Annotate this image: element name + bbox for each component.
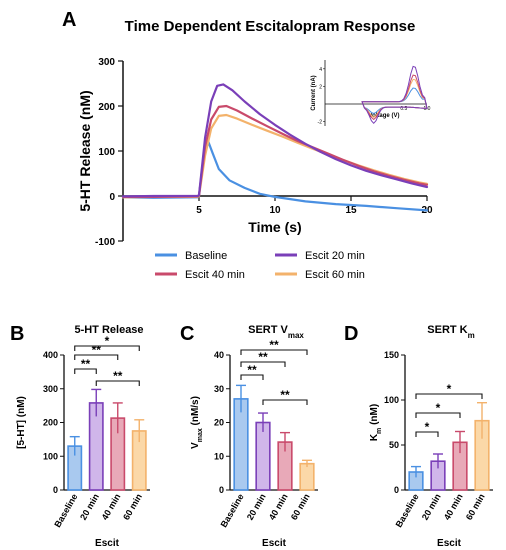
y-tick-label: 50: [389, 440, 399, 450]
bar: [255, 421, 271, 491]
km-bar-chart: SERT Km 0 50 100 150 Km (nM) Baseline 20 min 40 …: [369, 324, 493, 549]
inset-x-tick-label: 0.5: [400, 106, 407, 112]
x-tick-label: 10: [269, 205, 281, 216]
y-tick-label: 300: [43, 384, 58, 394]
significance-bracket: [95, 380, 140, 386]
inset-y-tick-label: -2: [318, 120, 323, 126]
y-tick-label: 0: [53, 485, 58, 495]
category-label: Baseline: [52, 492, 79, 529]
significance-bracket: [415, 412, 461, 418]
panel-label-a: A: [62, 9, 76, 31]
bar-chart-title: SERT Km: [427, 324, 474, 340]
legend-label: Escit 40 min: [185, 269, 245, 281]
category-label: 60 min: [464, 492, 487, 522]
series-line: [121, 113, 429, 199]
significance-bracket: [74, 345, 140, 351]
x-tick-label: 5: [196, 205, 202, 216]
category-label: 40 min: [100, 492, 123, 522]
significance-label: *: [425, 420, 430, 434]
significance-label: **: [113, 369, 123, 383]
bar-chart-title: 5-HT Release: [74, 324, 143, 336]
bar: [233, 398, 249, 491]
y-tick-label: 100: [43, 451, 58, 461]
y-tick-label: -100: [95, 237, 115, 248]
chart-a-series: [121, 83, 429, 212]
chart-a-xlabel: Time (s): [248, 219, 301, 235]
y-tick-label: 20: [214, 418, 224, 428]
y-tick-label: 40: [214, 350, 224, 360]
category-label: 20 min: [420, 492, 443, 522]
category-label: 60 min: [289, 492, 312, 522]
y-tick-label: 0: [394, 485, 399, 495]
bar: [299, 462, 315, 491]
y-tick-label: 10: [214, 451, 224, 461]
y-tick-label: 0: [109, 192, 115, 203]
y-tick-label: 300: [98, 57, 115, 68]
category-label: Baseline: [394, 492, 421, 529]
significance-bracket: [74, 354, 119, 360]
panel-label-c: C: [180, 323, 194, 345]
release-bar-chart: 5-HT Release 0 100 200 300 400 [5-HT] (nM) Base…: [16, 324, 150, 549]
y-tick-label: 100: [384, 395, 399, 405]
category-label: 40 min: [267, 492, 290, 522]
significance-bracket: [262, 399, 308, 405]
bar-chart-ylabel: Vmax (nM/s): [190, 396, 204, 449]
inset-cv-loop: [361, 78, 428, 119]
time-course-chart: Time Dependent Escitalopram Response -10…: [77, 18, 433, 281]
category-label: 20 min: [245, 492, 268, 522]
significance-bracket: [415, 393, 483, 399]
y-tick-label: 200: [43, 418, 58, 428]
legend-label: Baseline: [185, 250, 227, 262]
inset-ylabel: Current (nA): [311, 75, 317, 110]
significance-label: *: [436, 401, 441, 415]
significance-bracket: [415, 431, 439, 437]
bar-chart-xlabel: Escit: [95, 538, 120, 549]
inset-cv-loop: [361, 87, 428, 114]
y-tick-label: 30: [214, 384, 224, 394]
chart-a-legend: Baseline Escit 20 min Escit 40 min Escit 60…: [155, 250, 365, 281]
significance-label: **: [269, 338, 279, 352]
significance-bracket: [240, 349, 308, 355]
legend-label: Escit 20 min: [305, 250, 365, 262]
significance-bracket: [74, 368, 97, 374]
chart-a-title: Time Dependent Escitalopram Response: [125, 18, 416, 35]
bar-chart-ylabel: Km (nM): [369, 404, 383, 441]
significance-label: **: [247, 363, 257, 377]
y-tick-label: 200: [98, 102, 115, 113]
category-label: 40 min: [442, 492, 465, 522]
significance-label: **: [81, 357, 91, 371]
significance-label: **: [92, 343, 102, 357]
chart-a-ylabel: 5-HT Release (nM): [77, 90, 93, 211]
inset-cv-loop: [361, 65, 428, 125]
panel-label-d: D: [344, 323, 358, 345]
y-tick-label: 0: [219, 485, 224, 495]
bar-chart-xlabel: Escit: [437, 538, 462, 549]
significance-label: **: [280, 388, 290, 402]
significance-label: *: [447, 382, 452, 396]
significance-bracket: [240, 374, 264, 380]
panel-label-b: B: [10, 323, 24, 345]
y-tick-label: 150: [384, 350, 399, 360]
inset-y-tick-label: 2: [319, 84, 322, 90]
significance-label: **: [258, 350, 268, 364]
significance-label: *: [105, 334, 110, 348]
x-tick-label: 15: [345, 205, 357, 216]
significance-bracket: [240, 361, 286, 367]
category-label: 20 min: [78, 492, 101, 522]
series-line: [121, 104, 429, 198]
y-tick-label: 100: [98, 147, 115, 158]
category-label: 60 min: [121, 492, 144, 522]
inset-y-tick-label: 4: [319, 67, 322, 73]
bar-chart-xlabel: Escit: [262, 538, 287, 549]
series-line: [121, 83, 429, 198]
legend-label: Escit 60 min: [305, 269, 365, 281]
bar-chart-ylabel: [5-HT] (nM): [16, 396, 27, 449]
inset-xlabel: Voltage (V): [369, 113, 400, 119]
category-label: Baseline: [219, 492, 246, 529]
y-tick-label: 400: [43, 350, 58, 360]
